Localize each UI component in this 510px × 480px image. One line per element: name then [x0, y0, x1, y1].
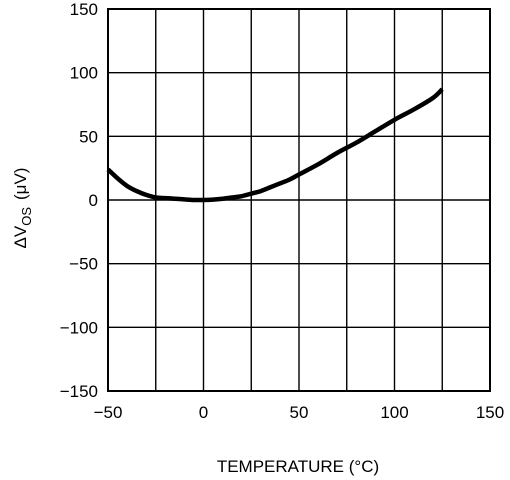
- series-layer: [106, 87, 444, 203]
- y-tick-label: 0: [89, 191, 98, 210]
- y-axis-label: ΔVOS (μV): [11, 168, 34, 249]
- y-tick-label: −50: [69, 255, 98, 274]
- y-axis-label-unit: (μV): [11, 168, 30, 200]
- plot-border: [107, 8, 491, 392]
- y-tick-label: 150: [70, 0, 98, 19]
- x-tick-label: 0: [199, 403, 208, 422]
- x-tick-label: −50: [94, 403, 123, 422]
- x-tick-labels: −50 0 50 100 150: [94, 403, 505, 422]
- y-tick-label: 100: [70, 64, 98, 83]
- y-axis-label-sub: OS: [19, 207, 34, 226]
- x-tick-label: 50: [290, 403, 309, 422]
- y-tick-labels: 150 100 50 0 −50 −100 −150: [60, 0, 98, 401]
- y-tick-label: −150: [60, 382, 98, 401]
- x-tick-label: 150: [476, 403, 504, 422]
- y-tick-label: −100: [60, 318, 98, 337]
- series-line: [106, 87, 444, 203]
- x-axis-label: TEMPERATURE (°C): [217, 457, 379, 476]
- plot-frame: [107, 8, 491, 392]
- grid: [107, 8, 491, 392]
- y-axis-label-var: V: [11, 225, 30, 237]
- x-tick-label: 100: [380, 403, 408, 422]
- y-tick-label: 50: [79, 127, 98, 146]
- y-axis-label-delta: Δ: [11, 237, 30, 248]
